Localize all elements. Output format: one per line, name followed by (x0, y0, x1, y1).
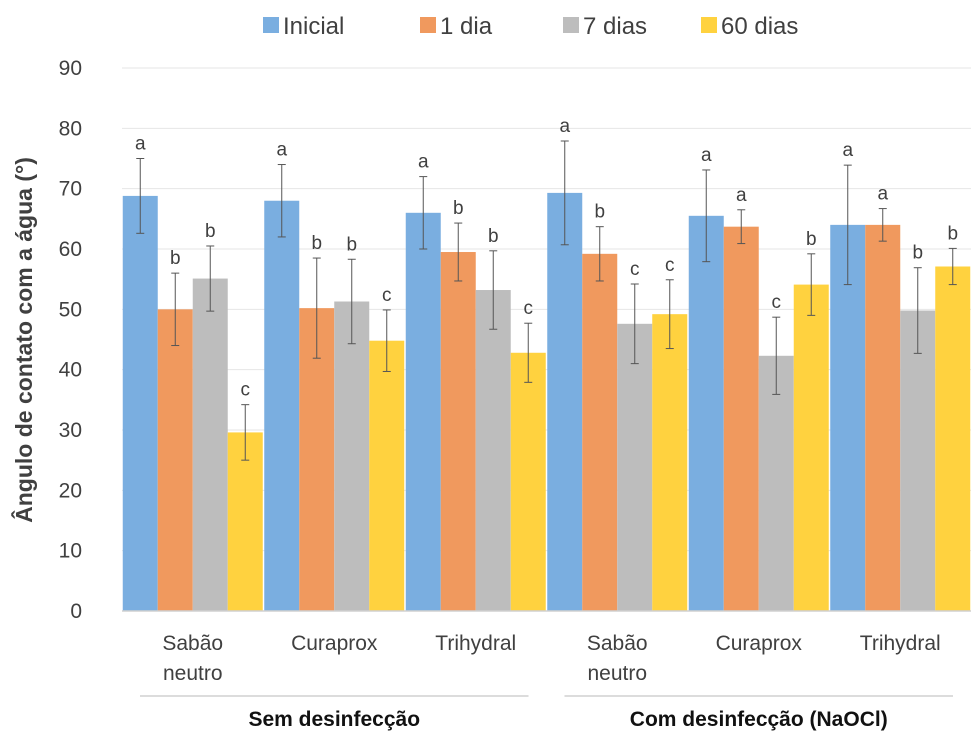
significance-letter: b (947, 223, 958, 244)
legend-swatch (263, 17, 279, 33)
legend-label: 60 dias (721, 13, 798, 40)
legend-label: Inicial (283, 13, 344, 40)
significance-letter: b (346, 234, 357, 255)
significance-letter: a (559, 116, 570, 137)
significance-letter: a (418, 152, 429, 173)
significance-letter: b (594, 202, 605, 223)
bar (405, 212, 441, 612)
y-tick-label: 30 (59, 419, 82, 442)
bar (688, 215, 724, 612)
y-tick-label: 80 (59, 117, 82, 140)
significance-letters: a a a a a a b b b b a a b b b c c b c c c c b b (135, 116, 958, 401)
group-labels: Sem desinfecção Com desinfecção (NaOCl) (140, 695, 953, 731)
bar (935, 266, 971, 611)
x-category-label: Trihydral (860, 632, 941, 655)
bar (865, 224, 901, 611)
bar (793, 284, 829, 611)
y-tick-label: 70 (59, 178, 82, 201)
significance-letter: c (524, 298, 534, 319)
significance-letter: a (736, 185, 747, 206)
x-category-label: Curaprox (291, 632, 378, 655)
significance-letter: a (276, 140, 287, 161)
x-category-line: Curaprox (291, 632, 378, 655)
y-tick-label: 40 (59, 359, 82, 382)
significance-letter: b (311, 233, 322, 254)
significance-letter: a (842, 140, 853, 161)
significance-letter: c (665, 255, 675, 276)
gridlines (122, 67, 971, 552)
significance-letter: a (701, 145, 712, 166)
legend-label: 1 dia (440, 13, 493, 40)
bars (122, 192, 971, 612)
bar (192, 278, 228, 611)
bar (334, 301, 370, 611)
x-category-line: Sabão (162, 632, 223, 655)
legend-swatch (701, 17, 717, 33)
bar (582, 253, 618, 611)
y-axis-label: Ângulo de contato com a água (°) (10, 157, 37, 523)
x-category-line: neutro (587, 662, 647, 685)
significance-letter: c (630, 259, 640, 280)
error-bars (136, 140, 957, 461)
bar (264, 200, 300, 611)
x-category-line: neutro (163, 662, 223, 685)
bar (440, 252, 476, 611)
bar (830, 224, 866, 611)
significance-letter: c (241, 380, 251, 401)
x-category-line: Trihydral (860, 632, 941, 655)
bar (157, 309, 193, 611)
legend-swatch (420, 17, 436, 33)
bar (227, 432, 263, 611)
y-tick-label: 60 (59, 238, 82, 261)
x-category-label: Curaprox (716, 632, 803, 655)
significance-letter: a (135, 134, 146, 155)
significance-letter: b (806, 229, 817, 250)
bar (547, 192, 583, 611)
bar (900, 310, 936, 611)
x-category-label: Trihydral (435, 632, 516, 655)
significance-letter: b (488, 226, 499, 247)
x-category-line: Trihydral (435, 632, 516, 655)
bar (758, 355, 794, 611)
significance-letter: a (877, 184, 888, 205)
bar (122, 195, 158, 611)
significance-letter: c (382, 285, 392, 306)
y-tick-label: 90 (59, 57, 82, 80)
y-tick-label: 50 (59, 298, 82, 321)
bar (723, 226, 759, 611)
group-label: Com desinfecção (NaOCl) (630, 708, 888, 731)
x-category-line: Curaprox (716, 632, 803, 655)
x-category-label: Sabão neutro (162, 632, 223, 685)
significance-letter: b (453, 198, 464, 219)
y-tick-label: 0 (70, 600, 82, 623)
significance-letter: b (205, 221, 216, 242)
y-tick-label: 10 (59, 540, 82, 563)
significance-letter: c (772, 292, 782, 313)
legend: Inicial 1 dia 7 dias 60 dias (263, 13, 798, 40)
legend-label: 7 dias (583, 13, 647, 40)
bar (369, 340, 405, 611)
y-tick-label: 20 (59, 479, 82, 502)
significance-letter: b (912, 243, 923, 264)
bar (617, 323, 653, 611)
bar (475, 290, 511, 611)
x-axis-categories: Sabão neutro Curaprox Trihydral Sabão neutro C… (162, 632, 940, 685)
x-category-label: Sabão neutro (587, 632, 648, 685)
x-category-line: Sabão (587, 632, 648, 655)
legend-swatch (563, 17, 579, 33)
significance-letter: b (170, 248, 181, 269)
y-axis-ticks: 0 10 20 30 40 50 60 70 80 90 (59, 57, 82, 623)
bar (652, 314, 688, 611)
group-label: Sem desinfecção (248, 708, 420, 731)
bar (510, 352, 546, 611)
